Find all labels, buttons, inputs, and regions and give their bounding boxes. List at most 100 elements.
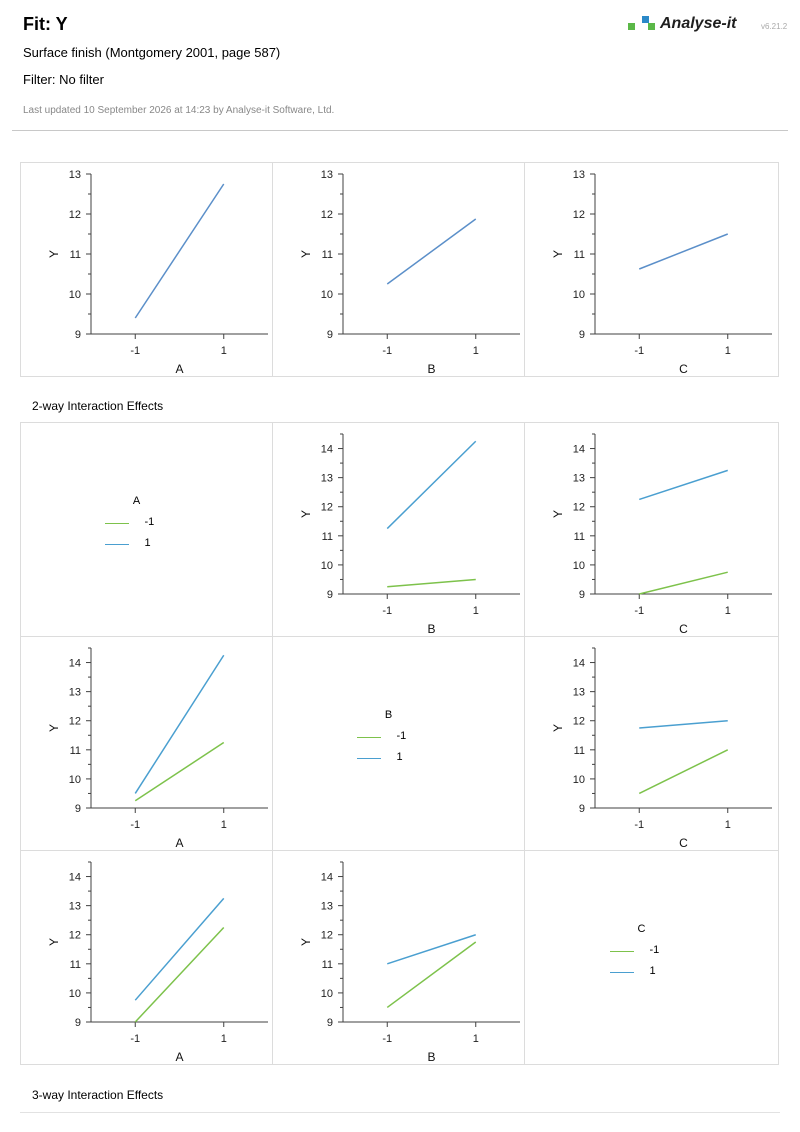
x-tick-label: -1	[130, 1033, 140, 1045]
chart-svg: 9 10 11 12 13 -1 1 B Y	[299, 169, 520, 376]
x-tick-label: 1	[473, 345, 479, 357]
y-tick-label: 13	[573, 687, 585, 699]
x-tick-label: -1	[634, 819, 644, 831]
y-tick-label: 9	[327, 329, 333, 341]
y-axis-label: Y	[47, 250, 61, 258]
x-tick-label: -1	[130, 819, 140, 831]
section-divider	[20, 1112, 780, 1113]
chart-bc: 9 10 11 12 13 14 -1 1 C Y	[524, 636, 779, 851]
y-tick-label: 13	[69, 169, 81, 181]
x-tick-label: 1	[221, 1033, 227, 1045]
y-tick-label: 13	[69, 687, 81, 699]
y-tick-label: 13	[69, 901, 81, 913]
series-line	[386, 440, 477, 530]
x-tick-label: 1	[725, 345, 731, 357]
y-tick-label: 12	[321, 502, 333, 514]
x-axis-label: C	[679, 362, 688, 376]
y-axis-label: Y	[299, 250, 313, 258]
series-line	[134, 741, 225, 802]
y-tick-label: 12	[321, 930, 333, 942]
header-divider	[12, 130, 788, 131]
series-line	[639, 571, 728, 595]
x-tick-label: -1	[382, 605, 392, 617]
y-tick-label: 14	[573, 444, 585, 456]
y-tick-label: 9	[579, 589, 585, 601]
y-tick-label: 10	[573, 289, 585, 301]
legend-label: -1	[144, 515, 155, 528]
chart-svg: 9 10 11 12 13 -1 1 A Y	[47, 169, 268, 376]
y-axis-label: Y	[551, 510, 565, 518]
y-tick-label: 9	[75, 329, 81, 341]
chart-ac: 9 10 11 12 13 14 -1 1 C Y	[524, 422, 779, 637]
y-tick-label: 13	[321, 901, 333, 913]
y-tick-label: 14	[69, 872, 81, 884]
version-label: v6.21.2	[761, 22, 788, 31]
y-tick-label: 9	[327, 589, 333, 601]
x-tick-label: 1	[725, 605, 731, 617]
legend-swatch	[356, 736, 381, 738]
chart-svg: 9 10 11 12 13 14 -1 1 B Y	[299, 861, 520, 1064]
chart-svg: 9 10 11 12 13 14 -1 1 C Y	[551, 647, 772, 850]
legend-panel-b: B -1 1	[272, 636, 525, 851]
y-tick-label: 11	[574, 531, 585, 543]
y-tick-label: 14	[321, 444, 333, 456]
y-tick-label: 10	[321, 988, 333, 1000]
brand-name: Analyse-it	[660, 15, 737, 32]
y-tick-label: 11	[574, 249, 585, 261]
legend-title: C	[637, 922, 646, 935]
y-tick-label: 14	[573, 658, 585, 670]
legend-panel-a: A -1 1	[20, 422, 273, 637]
series-line	[386, 218, 477, 285]
section-title-3way: 3-way Interaction Effects	[32, 1088, 164, 1102]
y-tick-label: 9	[579, 803, 585, 815]
y-tick-label: 12	[69, 209, 81, 221]
report-header: Fit: Y Surface finish (Montgomery 2001, …	[0, 0, 800, 132]
chart-main-c: 9 10 11 12 13 -1 1 C Y	[524, 162, 779, 377]
series-line	[639, 469, 728, 501]
chart-main-a: 9 10 11 12 13 -1 1 A Y	[20, 162, 273, 377]
y-tick-label: 9	[75, 1017, 81, 1029]
y-axis-label: Y	[299, 510, 313, 518]
y-tick-label: 12	[69, 716, 81, 728]
x-axis-label: B	[427, 1050, 435, 1064]
chart-ab: 9 10 11 12 13 14 -1 1 B Y	[272, 422, 525, 637]
logo-square-icon	[628, 23, 635, 30]
y-tick-label: 13	[321, 473, 333, 485]
y-tick-label: 10	[69, 774, 81, 786]
legend-swatch	[356, 757, 381, 759]
legend-label: -1	[396, 729, 407, 742]
x-axis-label: A	[175, 1050, 183, 1064]
x-tick-label: -1	[634, 345, 644, 357]
legend-title: A	[132, 494, 141, 507]
y-tick-label: 10	[321, 560, 333, 572]
chart-ba: 9 10 11 12 13 14 -1 1 A Y	[20, 636, 273, 851]
x-axis-label: A	[175, 836, 183, 850]
x-tick-label: 1	[725, 819, 731, 831]
y-tick-label: 9	[327, 1017, 333, 1029]
x-axis-label: A	[175, 362, 183, 376]
last-updated-text: Last updated 10 September 2026 at 14:23 …	[23, 105, 335, 116]
x-tick-label: 1	[221, 819, 227, 831]
chart-svg: 9 10 11 12 13 14 -1 1 B Y	[299, 433, 520, 636]
chart-svg: 9 10 11 12 13 14 -1 1 C Y	[551, 433, 772, 636]
y-tick-label: 10	[573, 560, 585, 572]
y-axis-label: Y	[299, 938, 313, 946]
x-tick-label: -1	[382, 1033, 392, 1045]
chart-svg: 9 10 11 12 13 -1 1 C Y	[551, 169, 772, 376]
x-axis-label: B	[427, 622, 435, 636]
series-line	[134, 654, 225, 794]
x-tick-label: -1	[382, 345, 392, 357]
filter-label: Filter: No filter	[23, 72, 104, 87]
y-tick-label: 9	[75, 803, 81, 815]
legend-label: 1	[396, 750, 403, 763]
x-tick-label: -1	[130, 345, 140, 357]
legend-label: 1	[144, 536, 151, 549]
y-tick-label: 12	[69, 930, 81, 942]
y-tick-label: 13	[573, 169, 585, 181]
series-line	[386, 941, 477, 1009]
y-tick-label: 11	[322, 959, 333, 971]
legend-panel-c: C -1 1	[524, 850, 779, 1065]
y-tick-label: 10	[573, 774, 585, 786]
y-tick-label: 10	[321, 289, 333, 301]
legend-swatch	[609, 950, 634, 952]
